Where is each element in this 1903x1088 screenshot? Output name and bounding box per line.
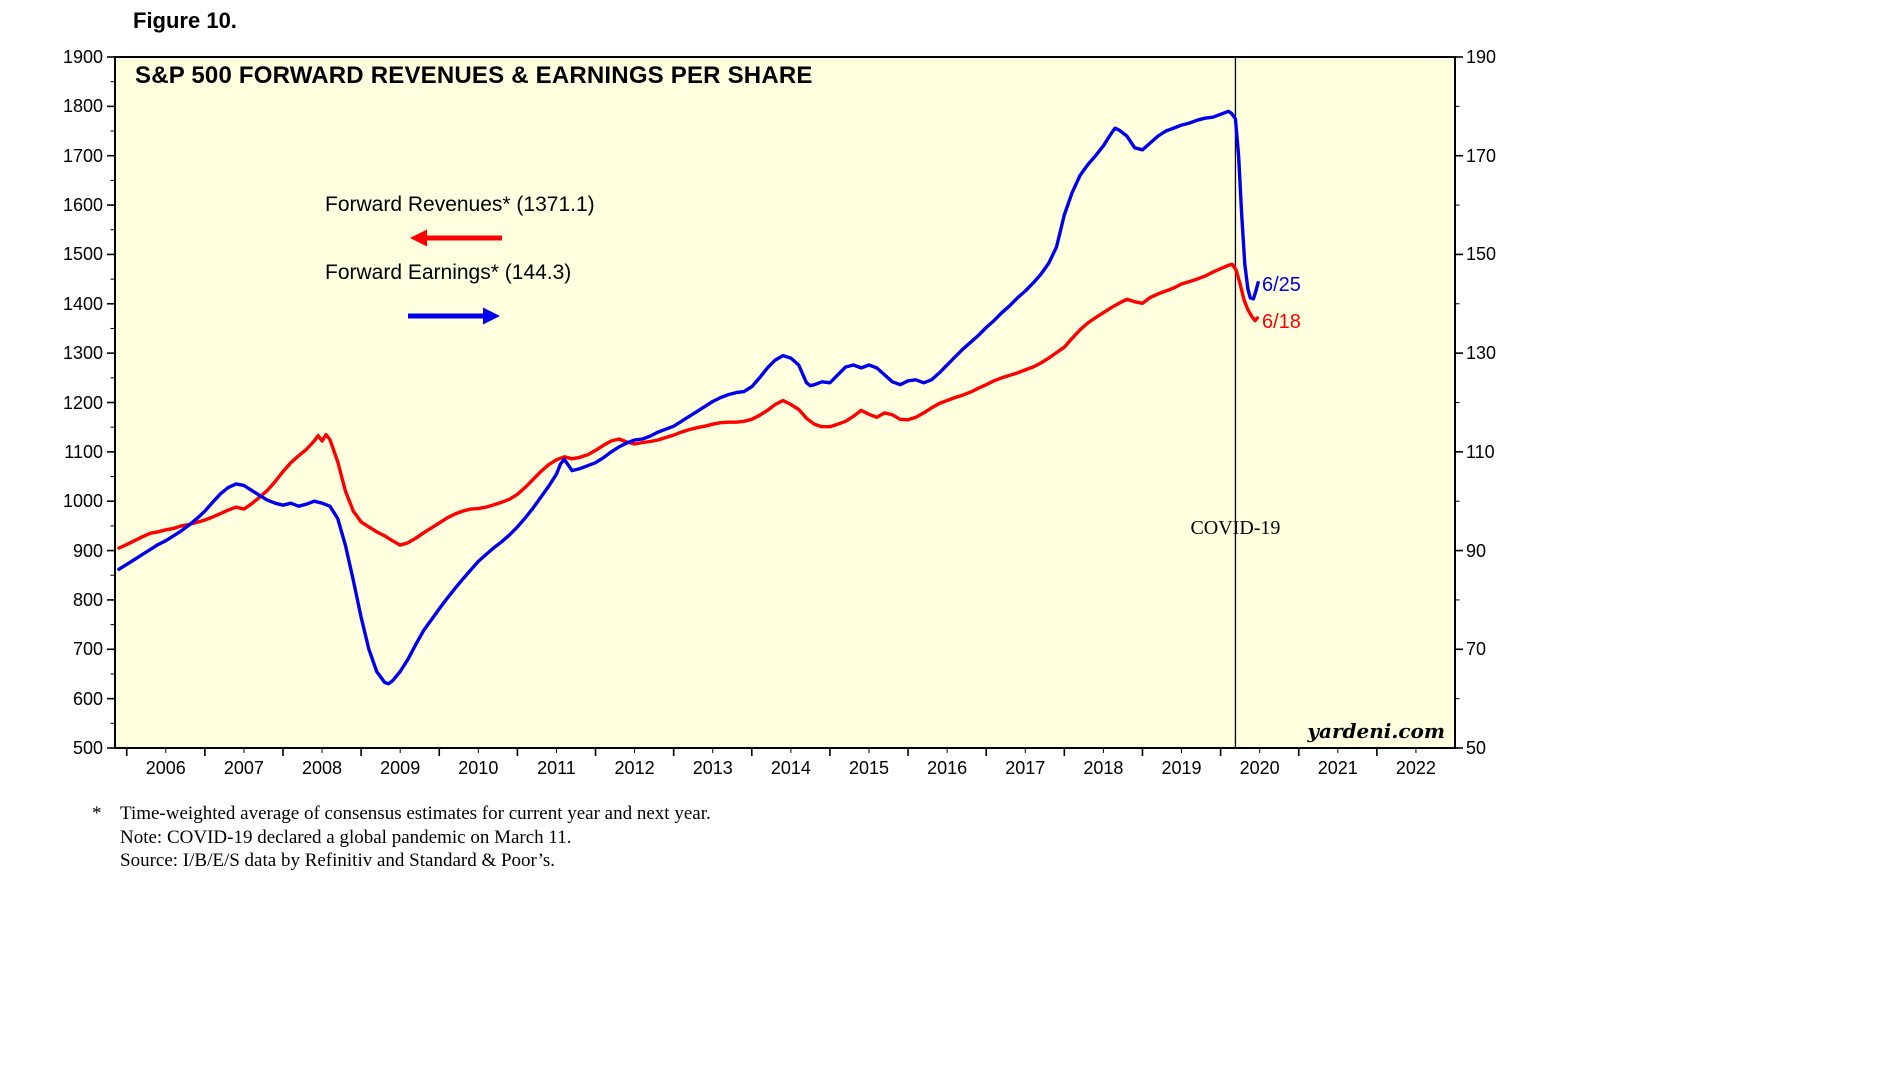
y-axis-left-label: 800 [72,589,103,610]
y-axis-left-label: 500 [72,738,103,758]
y-axis-right-label: 190 [1466,47,1497,67]
x-axis-year-label: 2011 [537,758,576,778]
x-axis-year-label: 2016 [927,758,968,778]
y-axis-left-label: 1400 [62,293,103,314]
watermark: yardeni.com [1307,719,1445,743]
y-axis-right-label: 70 [1466,639,1487,660]
footnote-line-2: Note: COVID-19 declared a global pandemi… [120,826,572,848]
x-axis-year-label: 2019 [1161,758,1202,778]
footnote-asterisk: * [92,803,102,824]
plot-frame [114,56,1456,749]
y-axis-left-label: 1300 [62,343,103,364]
x-axis-year-label: 2006 [145,758,186,778]
figure-label: Figure 10. [133,8,237,33]
x-axis-year-label: 2022 [1395,758,1436,778]
x-axis-year-label: 2014 [770,758,811,778]
y-axis-right-label: 170 [1466,145,1497,166]
y-axis-left-label: 1900 [62,47,103,67]
y-axis-right-label: 50 [1466,738,1487,758]
x-axis-year-label: 2007 [223,758,264,778]
x-axis-year-label: 2013 [692,758,733,778]
y-axis-left-label: 700 [72,639,103,660]
y-axis-left-label: 600 [72,688,103,709]
x-axis-year-label: 2010 [458,758,499,778]
footnote-line-3: Source: I/B/E/S data by Refinitiv and St… [120,850,556,871]
x-axis-year-label: 2020 [1239,758,1280,778]
legend-revenues-label: Forward Revenues* (1371.1) [325,193,595,216]
earnings-latest-date-label: 6/25 [1262,274,1301,296]
y-axis-left-label: 1500 [62,244,103,265]
earnings-right-arrow-icon [408,307,500,325]
legend-earnings-label: Forward Earnings* (144.3) [325,261,572,284]
y-axis-left-label: 1600 [62,195,103,216]
y-axis-right-label: 110 [1466,441,1495,462]
x-axis-year-label: 2015 [848,758,889,778]
y-axis-left-label: 1100 [64,441,103,462]
x-axis-year-label: 2012 [614,758,655,778]
y-axis-right-label: 150 [1466,244,1497,265]
x-axis-year-label: 2021 [1317,758,1358,778]
y-axis-right-label: 90 [1466,540,1487,561]
x-axis-year-label: 2017 [1005,758,1046,778]
footnote-line-1: * Time-weighted average of consensus esti… [92,802,711,826]
y-axis-left-label: 1800 [62,96,103,117]
covid-annotation-label: COVID-19 [1190,517,1281,539]
x-axis-year-label: 2009 [380,758,421,778]
y-axis-left-label: 1200 [62,392,103,413]
revenues-line [117,262,1260,550]
chart-title: S&P 500 FORWARD REVENUES & EARNINGS PER … [135,62,813,89]
y-axis-right-label: 130 [1466,343,1497,364]
x-axis-year-label: 2018 [1083,758,1124,778]
x-axis-year-label: 2008 [302,758,343,778]
y-axis-left-label: 1700 [62,145,103,166]
revenues-left-arrow-icon [410,229,502,247]
y-axis-left-label: 1000 [62,491,103,512]
earnings-line [117,109,1260,686]
revenues-latest-date-label: 6/18 [1262,311,1301,333]
footnotes: * Time-weighted average of consensus esti… [92,802,711,873]
y-axis-left-label: 900 [72,540,103,561]
footnote-text-1: Time-weighted average of consensus estim… [120,803,711,824]
